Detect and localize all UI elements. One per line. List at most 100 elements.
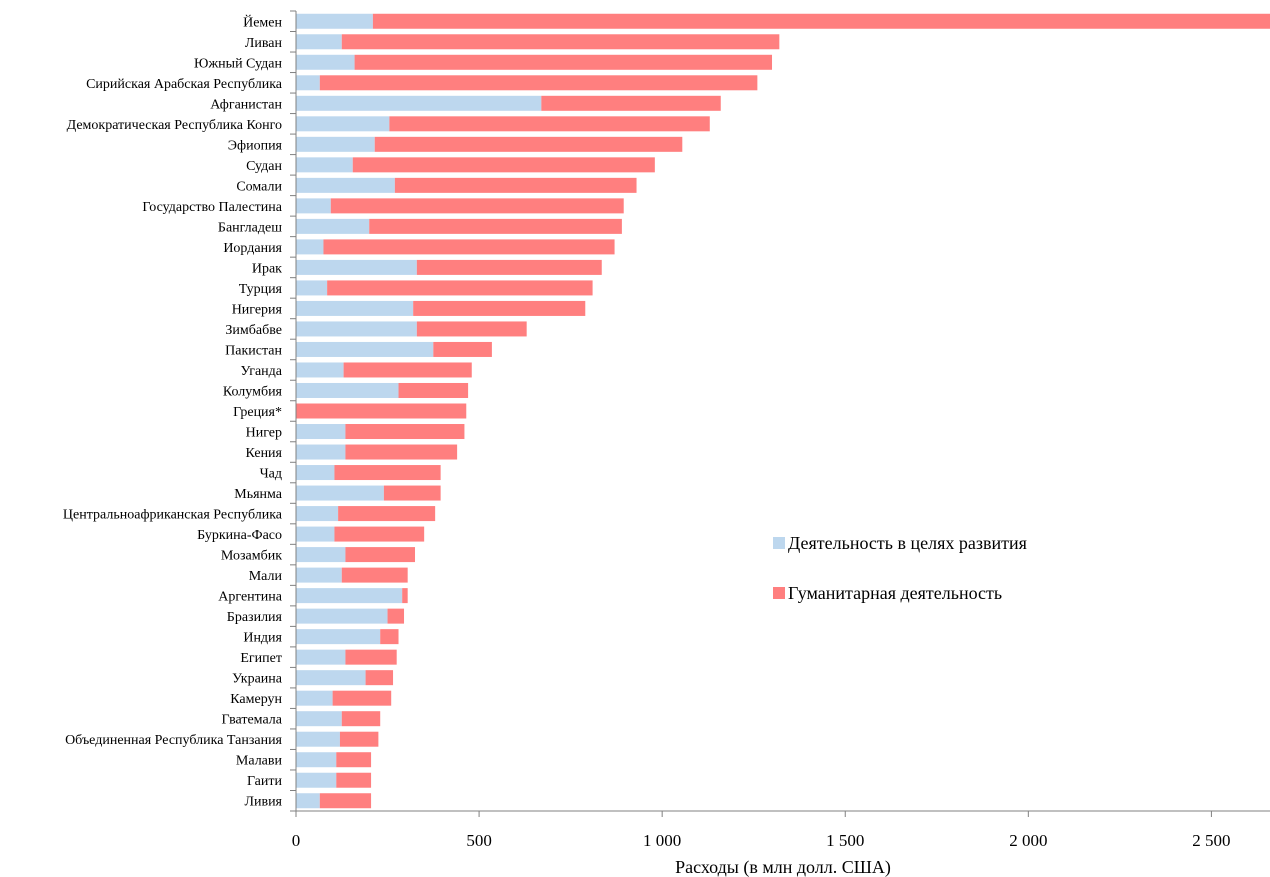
bar-humanitarian (341, 567, 408, 583)
bar-humanitarian (394, 177, 637, 193)
bar-humanitarian (387, 608, 405, 624)
x-tick-label: 0 (292, 831, 301, 850)
bar-humanitarian (336, 772, 372, 788)
bar-development (296, 793, 320, 809)
legend-label-development: Деятельность в целях развития (788, 533, 1027, 553)
x-tick-label: 2 500 (1192, 831, 1230, 850)
category-label: Мали (249, 569, 283, 584)
category-labels: Йемен Ливан Южный Судан Сирийская Арабская … (63, 13, 283, 809)
bar-humanitarian (416, 321, 527, 337)
x-tick-label: 2 000 (1009, 831, 1047, 850)
category-label: Чад (260, 467, 282, 482)
category-label: Бразилия (227, 610, 283, 625)
bar-humanitarian (336, 752, 372, 768)
bar-development (296, 177, 395, 193)
bar-humanitarian (327, 280, 593, 296)
category-label: Афганистан (210, 97, 282, 112)
category-label: Индия (243, 631, 282, 646)
category-label: Сомали (236, 179, 282, 194)
bar-humanitarian (319, 793, 372, 809)
bar-development (296, 547, 346, 563)
bar-development (296, 608, 388, 624)
legend-swatch-humanitarian (773, 587, 785, 599)
bar-humanitarian (323, 239, 615, 255)
bar-humanitarian (345, 444, 458, 460)
bar-development (296, 526, 335, 542)
bar-humanitarian (416, 259, 602, 275)
bar-development (296, 752, 337, 768)
legend: Деятельность в целях развития Гуманитарна… (773, 533, 1027, 603)
bar-humanitarian (341, 34, 780, 50)
category-label: Йемен (243, 13, 282, 30)
category-label: Греция* (233, 405, 282, 420)
category-label: Турция (239, 282, 283, 297)
category-label: Камерун (230, 692, 282, 707)
bar-humanitarian (369, 218, 622, 234)
category-label: Нигерия (232, 302, 283, 317)
bar-development (296, 13, 373, 29)
bar-development (296, 259, 417, 275)
category-label: Ливия (244, 795, 282, 810)
category-label: Эфиопия (228, 138, 283, 153)
category-label: Мьянма (234, 487, 283, 502)
bar-humanitarian (345, 424, 465, 440)
category-label: Иордания (223, 241, 282, 256)
bar-development (296, 300, 414, 316)
x-tick-label: 1 500 (826, 831, 864, 850)
category-label: Пакистан (225, 343, 282, 358)
bar-development (296, 198, 331, 214)
category-label: Государство Палестина (142, 200, 282, 215)
category-label: Колумбия (223, 384, 283, 399)
bar-development (296, 34, 342, 50)
bar-humanitarian (398, 382, 469, 398)
category-label: Бангладеш (218, 220, 282, 235)
category-label: Аргентина (218, 590, 282, 605)
bar-humanitarian (296, 403, 467, 419)
bar-humanitarian (339, 731, 379, 747)
bar-humanitarian (338, 506, 436, 522)
bar-humanitarian (352, 157, 655, 173)
bar-humanitarian (330, 198, 624, 214)
bar-development (296, 75, 320, 91)
category-label: Гаити (247, 774, 283, 789)
category-label: Объединенная Республика Танзания (65, 733, 282, 748)
bar-development (296, 362, 344, 378)
x-axis-title: Расходы (в млн долл. США) (675, 857, 891, 877)
bar-humanitarian (334, 465, 441, 481)
category-label: Центральноафриканская Республика (63, 508, 283, 523)
bar-humanitarian (389, 116, 710, 132)
bar-development (296, 465, 335, 481)
category-label: Судан (246, 159, 282, 174)
bar-humanitarian (541, 95, 721, 111)
bar-development (296, 95, 542, 111)
bar-development (296, 280, 328, 296)
category-label: Зимбабве (225, 323, 282, 338)
category-label: Нигер (246, 426, 282, 441)
bar-development (296, 506, 339, 522)
category-label: Уганда (241, 364, 283, 379)
bar-development (296, 116, 390, 132)
bar-development (296, 670, 366, 686)
bar-humanitarian (433, 341, 492, 357)
category-label: Кения (246, 446, 283, 461)
y-axis-ticks (290, 10, 296, 812)
bar-humanitarian (345, 547, 416, 563)
bar-development (296, 772, 337, 788)
bar-development (296, 649, 346, 665)
category-label: Сирийская Арабская Республика (86, 77, 283, 92)
category-label: Украина (232, 672, 283, 687)
x-tick-label: 500 (466, 831, 492, 850)
bar-development (296, 567, 342, 583)
bar-development (296, 629, 381, 645)
bar-humanitarian (372, 13, 1270, 29)
bar-development (296, 382, 399, 398)
bar-humanitarian (383, 485, 441, 501)
bar-development (296, 424, 346, 440)
category-label: Ливан (245, 36, 283, 51)
bar-humanitarian (341, 711, 381, 727)
category-label: Мозамбик (221, 549, 282, 564)
bar-humanitarian (374, 136, 683, 152)
category-label: Египет (240, 651, 282, 666)
bar-development (296, 341, 434, 357)
